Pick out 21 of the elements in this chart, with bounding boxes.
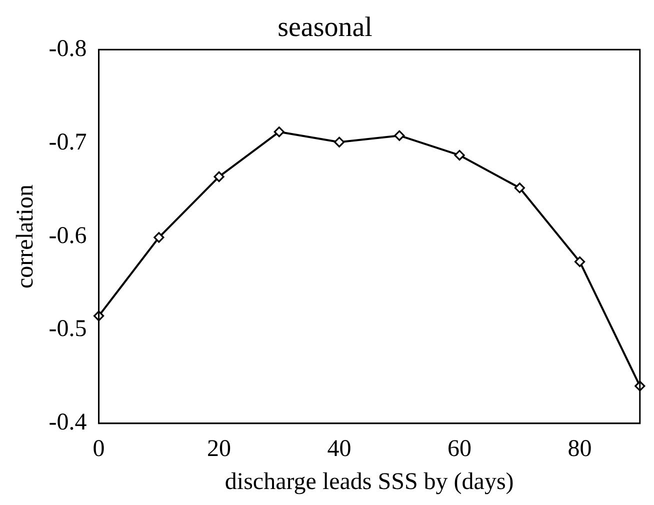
y-tick-label: -0.5 (48, 316, 87, 342)
y-tick-label: -0.8 (48, 36, 87, 62)
point (154, 232, 164, 243)
x-tick-label: 60 (448, 436, 472, 462)
point (454, 150, 465, 160)
x-tick-label: 0 (92, 436, 105, 462)
x-tick-label: 20 (207, 436, 232, 462)
point (214, 171, 224, 182)
chart-title: seasonal (278, 12, 373, 44)
y-tick-label: -0.4 (48, 410, 87, 436)
point (574, 256, 586, 268)
x-axis-title: discharge leads SSS by (days) (224, 468, 514, 495)
point (394, 130, 405, 141)
x-tick-label: 40 (327, 436, 352, 462)
y-tick-label: -0.6 (48, 222, 87, 249)
y-axis-title: correlation (12, 184, 39, 288)
point (514, 182, 525, 194)
x-tick-label: 80 (568, 436, 592, 462)
point (334, 136, 345, 148)
y-tick-label: -0.7 (48, 129, 87, 156)
point (274, 126, 284, 138)
